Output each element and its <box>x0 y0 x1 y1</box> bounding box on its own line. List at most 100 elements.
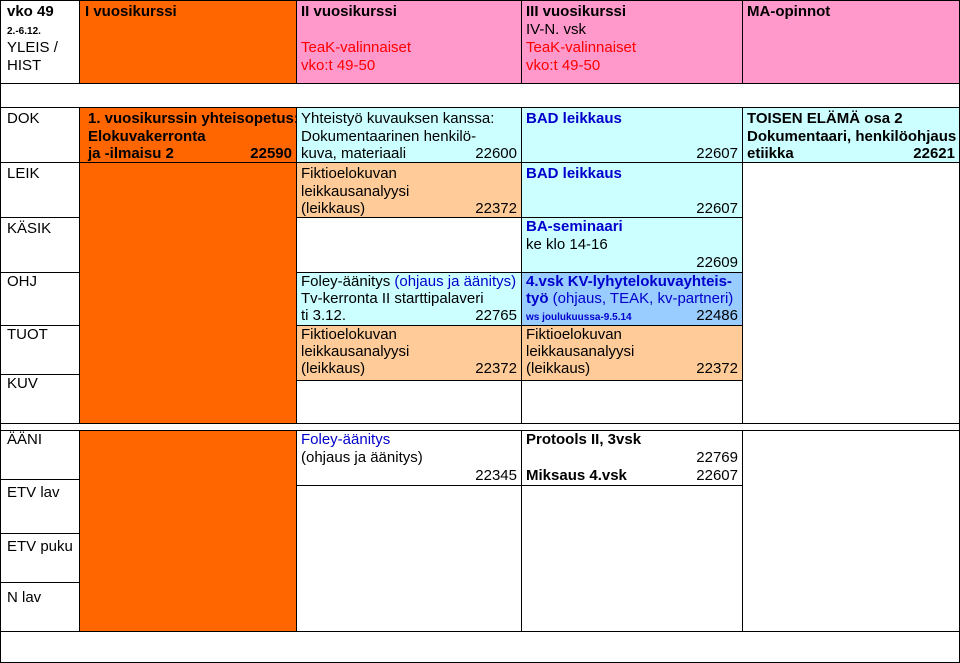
ohj-label: OHJ <box>7 273 37 290</box>
col2-teak-line1: TeaK-valinnaiset <box>301 39 412 56</box>
col2-tuot-line1: Fiktioelokuvan <box>301 326 397 343</box>
tuot-label: TUOT <box>7 326 48 343</box>
row-label-leik: LEIK <box>0 162 80 218</box>
col3-kuv <box>521 380 743 424</box>
col4-dok-line2: Dokumentaari, henkilöohjaus <box>747 128 957 145</box>
col2-aani-line1: Foley-äänitys <box>301 431 391 448</box>
kasik-label: KÄSIK <box>7 220 52 237</box>
row-label-dok: DOK <box>0 107 80 163</box>
col1-block: 1. vuosikurssin yhteisopetus: Elokuvaker… <box>79 107 297 163</box>
row-label-etvlav: ETV lav <box>0 479 80 534</box>
col3-teak-line1: TeaK-valinnaiset <box>526 39 637 56</box>
row-label-nlav: N lav <box>0 582 80 632</box>
col1-title: I vuosikurssi <box>85 3 177 20</box>
col3-aani-line1: Protools II, 3vsk <box>526 431 642 448</box>
col3-aani-line2: Miksaus 4.vsk <box>526 467 627 484</box>
etvpuku-label: ETV puku <box>7 538 73 555</box>
col2-tuot-line2: leikkausanalyysi <box>301 343 410 360</box>
col1-course-line1: 1. vuosikurssin yhteisopetus: <box>88 110 297 127</box>
week-label: vko 49 <box>7 3 54 20</box>
col2-leik-line2: leikkausanalyysi <box>301 183 410 200</box>
col2-aani-line2: (ohjaus ja äänitys) <box>301 449 423 466</box>
col1-course-line2: Elokuvakerronta <box>88 128 206 145</box>
col4-dok-code: 22621 <box>913 145 955 162</box>
row-label-tuot: TUOT <box>0 325 80 375</box>
hist-label: HIST <box>7 57 42 74</box>
col1-block-bottom <box>79 430 297 632</box>
header-week-cell: vko 49 2.-6.12. YLEIS / HIST <box>0 0 80 84</box>
header-col3: III vuosikurssi IV-N. vsk TeaK-valinnais… <box>521 0 743 84</box>
col2-ohj-code: 22765 <box>475 307 517 324</box>
col2-lower-empty <box>296 485 522 632</box>
yleis-label: YLEIS / <box>7 39 58 56</box>
col3-ohj-sub: (ohjaus, TEAK, kv-partneri) <box>552 290 734 307</box>
col3-dok: BAD leikkaus 22607 <box>521 107 743 163</box>
col2-leik: Fiktioelokuvan leikkausanalyysi (leikkau… <box>296 162 522 218</box>
col3-aani: Protools II, 3vsk 22769 Miksaus 4.vsk 22… <box>521 430 743 486</box>
col3-tuot-code: 22372 <box>696 360 738 377</box>
etvlav-label: ETV lav <box>7 484 60 501</box>
col2-aani: Foley-äänitys (ohjaus ja äänitys) 22345 <box>296 430 522 486</box>
col2-tuot-code: 22372 <box>475 360 517 377</box>
col3-leik-line1: BAD leikkaus <box>526 165 622 182</box>
dates-label: 2.-6.12. <box>7 26 41 37</box>
col3-aani-code2: 22607 <box>696 467 738 484</box>
col3-tuot: Fiktioelokuvan leikkausanalyysi (leikkau… <box>521 325 743 381</box>
col2-ohj-foley: Foley-äänitys <box>301 273 391 290</box>
col3-tuot-line3: (leikkaus) <box>526 360 591 377</box>
col3-kasik: BA-seminaari ke klo 14-16 22609 <box>521 217 743 273</box>
col2-dok-line1: Yhteistyö kuvauksen kanssa: <box>301 110 495 127</box>
col3-leik-code: 22607 <box>696 200 738 217</box>
col3-title: III vuosikurssi <box>526 3 627 20</box>
bottom-filler-row <box>0 631 960 663</box>
nlav-label: N lav <box>7 589 42 606</box>
col3-tuot-line1: Fiktioelokuvan <box>526 326 622 343</box>
col2-ohj: Foley-äänitys (ohjaus ja äänitys) Tv-ker… <box>296 272 522 326</box>
col2-kuv <box>296 380 522 424</box>
header-col4: MA-opinnot <box>742 0 960 84</box>
col2-dok-line2: Dokumentaarinen henkilö- <box>301 128 477 145</box>
col3-ohj-line1: 4.vsk KV-lyhytelokuvayhteis- <box>526 273 732 290</box>
kuv-label: KUV <box>7 375 38 392</box>
row-label-ohj: OHJ <box>0 272 80 326</box>
col3-dok-code: 22607 <box>696 145 738 162</box>
col2-leik-line3: (leikkaus) <box>301 200 366 217</box>
col3-tuot-line2: leikkausanalyysi <box>526 343 635 360</box>
col2-title: II vuosikurssi <box>301 3 397 20</box>
col2-teak-line2: vko:t 49-50 <box>301 57 376 74</box>
leik-label: LEIK <box>7 165 40 182</box>
gap-band <box>0 83 960 108</box>
col3-ohj: 4.vsk KV-lyhytelokuvayhteis- työ (ohjaus… <box>521 272 743 326</box>
col1-course-code: 22590 <box>250 145 292 162</box>
col3-ohj-code: 22486 <box>696 307 738 324</box>
col2-leik-line1: Fiktioelokuvan <box>301 165 397 182</box>
col2-dok-line3: kuva, materiaali <box>301 145 407 162</box>
col2-ohj-foley-sub: (ohjaus ja äänitys) <box>394 273 517 290</box>
col3-kasik-line1: BA-seminaari <box>526 218 623 235</box>
col3-lower-empty <box>521 485 743 632</box>
col2-dok: Yhteistyö kuvauksen kanssa: Dokumentaari… <box>296 107 522 163</box>
header-col2: II vuosikurssi TeaK-valinnaiset vko:t 49… <box>296 0 522 84</box>
col3-kasik-code: 22609 <box>696 254 738 271</box>
col2-tuot-line3: (leikkaus) <box>301 360 366 377</box>
col3-subtitle: IV-N. vsk <box>526 21 587 38</box>
header-col1: I vuosikurssi <box>79 0 297 84</box>
col2-kasik <box>296 217 522 273</box>
col3-ohj-line3: ws joulukuussa-9.5.14 <box>526 312 632 323</box>
col3-teak-line2: vko:t 49-50 <box>526 57 601 74</box>
col3-ohj-line2: työ (ohjaus, TEAK, kv-partneri) <box>526 290 733 308</box>
col2-ohj-line3: ti 3.12. <box>301 307 347 324</box>
col4-dok-line1: TOISEN ELÄMÄ osa 2 <box>747 110 903 127</box>
col4-dok-line3: etiikka <box>747 145 794 162</box>
col1-block-lower <box>79 162 297 424</box>
row-label-aani: ÄÄNI <box>0 430 80 480</box>
col2-tuot: Fiktioelokuvan leikkausanalyysi (leikkau… <box>296 325 522 381</box>
col4-rest <box>742 162 960 424</box>
col2-dok-code: 22600 <box>475 145 517 162</box>
row-label-kuv: KUV <box>0 374 80 424</box>
aani-label: ÄÄNI <box>7 431 43 448</box>
col3-dok-line1: BAD leikkaus <box>526 110 622 127</box>
dok-label: DOK <box>7 110 40 127</box>
col4-dok: TOISEN ELÄMÄ osa 2 Dokumentaari, henkilö… <box>742 107 960 163</box>
